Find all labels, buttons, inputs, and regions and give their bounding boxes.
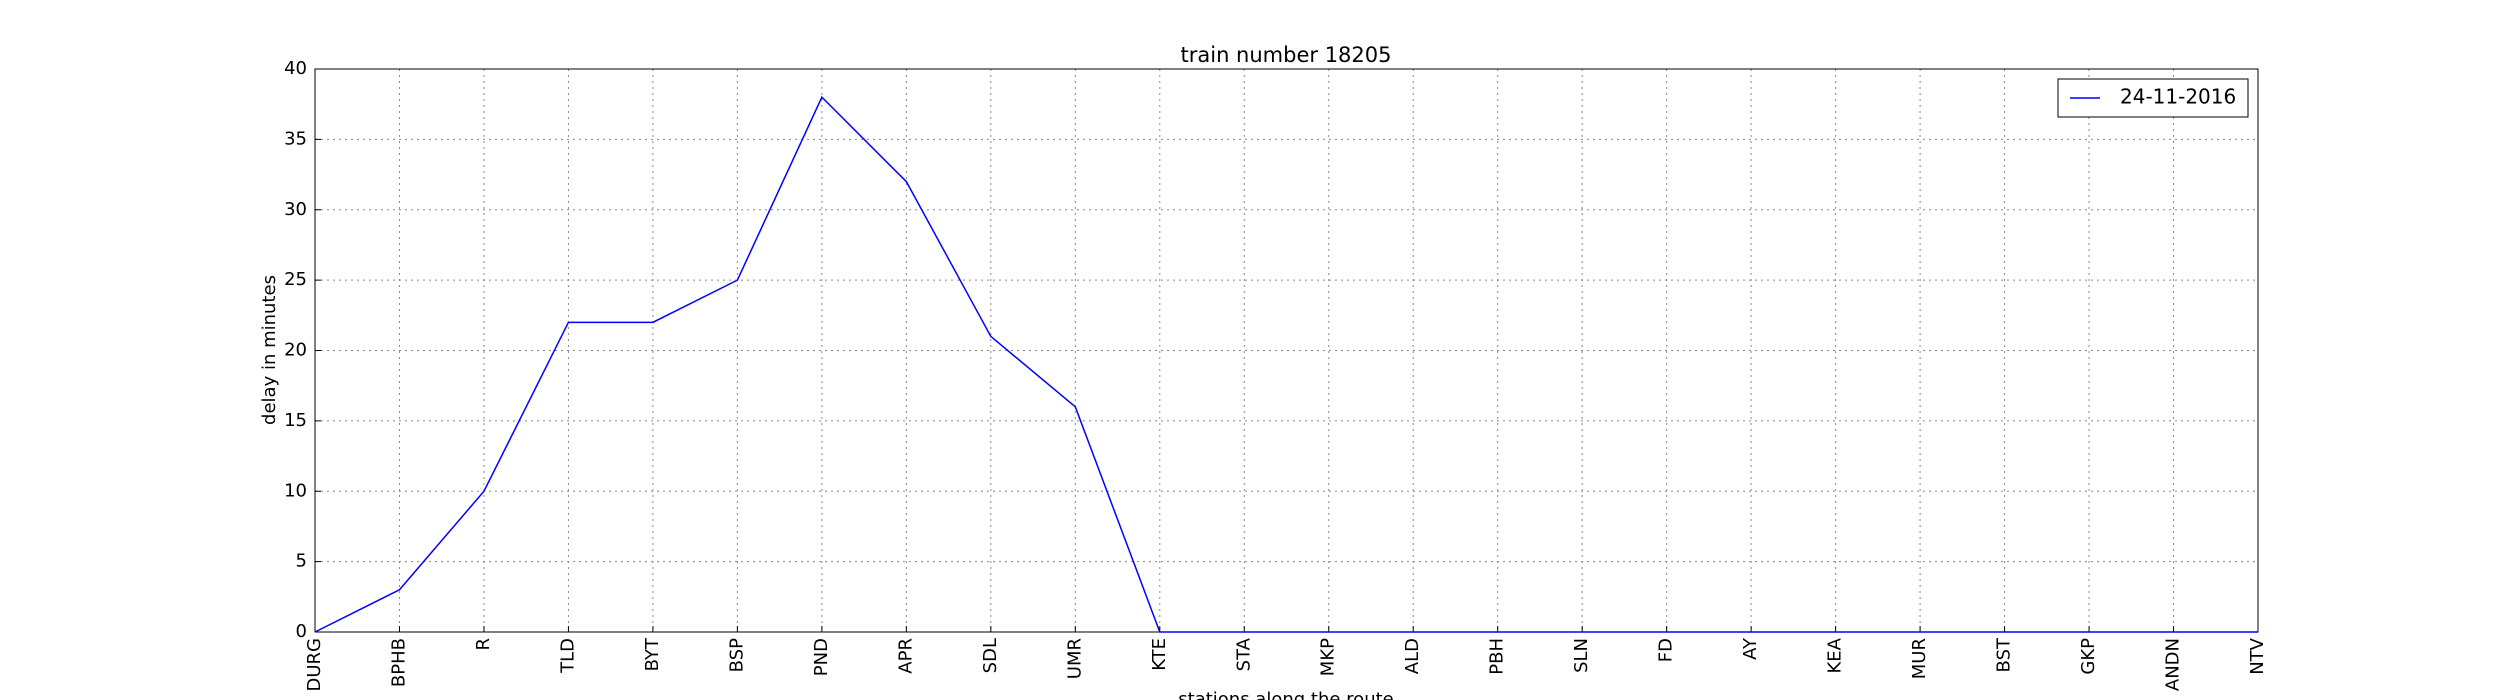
y-tick-label: 25 (284, 269, 307, 290)
x-tick-label: MKP (1318, 638, 1339, 676)
x-tick-label: SDL (980, 638, 1001, 673)
x-tick-label: MUR (1909, 638, 1930, 679)
y-tick-label: 20 (284, 340, 307, 361)
x-tick-label: TLD (557, 638, 578, 674)
y-tick-label: 15 (284, 410, 307, 431)
x-tick-label: BST (1994, 637, 2015, 672)
x-tick-label: APR (895, 638, 916, 674)
x-tick-label: KEA (1825, 637, 1846, 673)
x-tick-label: R (473, 638, 494, 651)
x-tick-label: KTE (1149, 638, 1170, 671)
chart-title: train number 18205 (1181, 43, 1392, 67)
x-tick-label: ALD (1402, 638, 1423, 674)
legend-label: 24-11-2016 (2120, 85, 2236, 109)
line-series (314, 95, 2258, 633)
x-axis-label: stations along the route (1178, 689, 1393, 700)
x-tick-label: STA (1233, 637, 1254, 671)
x-tick-label: PND (811, 638, 832, 676)
y-axis-label: delay in minutes (259, 275, 280, 425)
x-tick-label: BYT (642, 637, 663, 671)
x-tick-label: AY (1740, 637, 1761, 660)
x-tick-label: NTV (2247, 637, 2268, 674)
y-tick-label: 35 (284, 128, 307, 149)
x-tick-label: DURG (304, 638, 325, 692)
x-tick-label: GKP (2078, 638, 2099, 675)
x-tick-label: ANDN (2163, 638, 2184, 691)
y-tick-label: 0 (296, 621, 307, 642)
y-tick-label: 30 (284, 199, 307, 220)
x-tick-label: FD (1656, 638, 1677, 662)
x-tick-label: BSP (726, 638, 747, 672)
x-tick-label: UMR (1064, 638, 1085, 679)
x-tick-label: BPHB (388, 638, 409, 687)
y-tick-label: 10 (284, 480, 307, 501)
y-tick-label: 5 (296, 551, 307, 572)
x-tick-label: PBH (1487, 638, 1508, 675)
x-tick-label: SLN (1571, 638, 1592, 673)
y-tick-label: 40 (284, 58, 307, 79)
